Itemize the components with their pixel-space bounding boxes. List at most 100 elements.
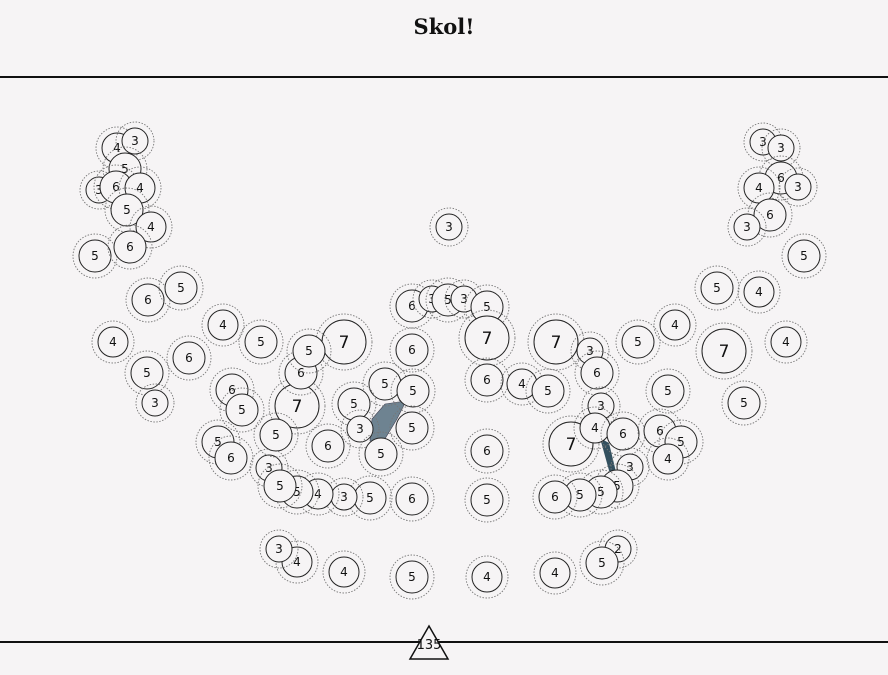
node-circle[interactable] [130,356,164,390]
node-circle[interactable] [131,283,165,317]
node-n55[interactable]: 4 [737,270,781,314]
node-n16[interactable]: 3 [778,167,818,207]
node-n72[interactable]: 5 [358,431,404,477]
node-extra-5[interactable]: 3 [259,529,299,569]
node-circle[interactable] [395,560,429,594]
node-n17[interactable]: 6 [747,192,793,238]
node-circle[interactable] [121,127,149,155]
node-circle[interactable] [767,134,795,162]
node-circle[interactable] [727,386,761,420]
node-circle[interactable] [733,213,761,241]
node-circle[interactable] [753,198,787,232]
node-circle[interactable] [396,374,430,408]
node-n38[interactable]: 7 [695,322,753,380]
node-n22[interactable]: 5 [158,265,204,311]
node-circle[interactable] [214,441,248,475]
node-circle[interactable] [471,561,503,593]
node-circle[interactable] [328,556,360,588]
node-circle[interactable] [621,325,655,359]
node-circle[interactable] [395,482,429,516]
node-circle[interactable] [292,334,326,368]
node-circle[interactable] [470,363,504,397]
node-circle[interactable] [651,374,685,408]
node-n31[interactable]: 7 [458,309,516,367]
node-n36[interactable]: 5 [615,319,661,365]
node-circle[interactable] [538,480,572,514]
node-n64[interactable]: 5 [331,381,377,427]
node-n73[interactable]: 6 [464,428,510,474]
node-circle[interactable] [580,356,614,390]
node-n32[interactable]: 6 [389,327,435,373]
node-n33[interactable]: 7 [527,313,585,371]
node-circle[interactable] [259,418,293,452]
node-circle[interactable] [172,341,206,375]
node-n43[interactable]: 3 [135,383,175,423]
node-circle[interactable] [701,328,747,374]
node-circle[interactable] [787,239,821,273]
node-n45[interactable]: 5 [219,387,265,433]
node-n65[interactable]: 3 [340,409,380,449]
node-circle[interactable] [225,393,259,427]
node-circle[interactable] [113,230,147,264]
node-circle[interactable] [265,535,293,563]
node-n46[interactable]: 7 [268,377,326,435]
node-n13[interactable]: 3 [761,128,801,168]
node-circle[interactable] [652,443,684,475]
node-n54[interactable]: 5 [645,368,691,414]
node-n21[interactable]: 6 [125,277,171,323]
node-extra-4[interactable]: 6 [532,474,578,520]
node-n18[interactable]: 3 [727,207,767,247]
node-n80[interactable]: 5 [257,463,303,509]
node-n2[interactable]: 3 [115,121,155,161]
node-n63[interactable]: 5 [721,380,767,426]
node-n11[interactable]: 3 [429,207,469,247]
node-n24[interactable]: 5 [238,319,284,365]
node-circle[interactable] [743,276,775,308]
node-n71[interactable]: 6 [305,423,351,469]
node-circle[interactable] [110,193,144,227]
node-n23[interactable]: 4 [201,303,245,347]
node-circle[interactable] [78,239,112,273]
node-n74[interactable]: 5 [464,477,510,523]
node-circle[interactable] [700,271,734,305]
node-n42[interactable]: 5 [124,350,170,396]
node-n19[interactable]: 5 [781,233,827,279]
node-n37[interactable]: 4 [653,303,697,347]
node-n66[interactable]: 5 [389,405,435,451]
node-n20[interactable]: 5 [694,265,740,311]
node-extra-7[interactable]: 4 [465,555,509,599]
node-circle[interactable] [244,325,278,359]
node-extra-8[interactable]: 4 [533,551,577,595]
node-circle[interactable] [659,309,691,341]
node-circle[interactable] [470,483,504,517]
node-circle[interactable] [531,374,565,408]
node-n51[interactable]: 6 [464,357,510,403]
node-circle[interactable] [141,389,169,417]
node-n10[interactable]: 6 [107,224,153,270]
node-n57[interactable]: 3 [581,386,621,426]
node-circle[interactable] [263,469,297,503]
node-n9[interactable]: 5 [72,233,118,279]
node-circle[interactable] [470,434,504,468]
node-circle[interactable] [533,319,579,365]
node-circle[interactable] [364,437,398,471]
node-n48[interactable]: 5 [286,328,332,374]
node-n84[interactable]: 5 [579,540,625,586]
node-circle[interactable] [346,415,374,443]
node-n75[interactable]: 6 [389,476,435,522]
node-circle[interactable] [464,315,510,361]
node-circle[interactable] [784,173,812,201]
node-extra-6[interactable]: 5 [389,554,435,600]
node-n69[interactable]: 6 [208,435,254,481]
node-circle[interactable] [207,309,239,341]
node-n81[interactable]: 4 [322,550,366,594]
node-circle[interactable] [311,429,345,463]
node-n70[interactable]: 5 [253,412,299,458]
node-n62[interactable]: 4 [646,437,690,481]
node-n40[interactable]: 4 [91,320,135,364]
node-circle[interactable] [770,326,802,358]
node-n39[interactable]: 4 [764,320,808,364]
node-n53[interactable]: 5 [525,368,571,414]
node-n25[interactable]: 7 [315,313,373,371]
